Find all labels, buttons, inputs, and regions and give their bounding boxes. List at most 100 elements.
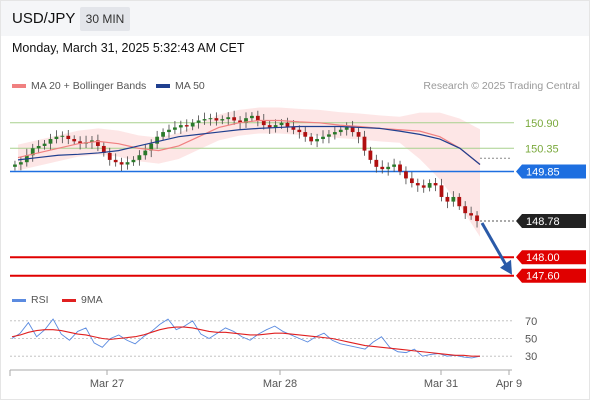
- candle-body: [327, 134, 331, 137]
- ma50-line: [17, 125, 481, 165]
- legend-9ma: 9MA: [62, 294, 103, 306]
- symbol-title: USD/JPY: [12, 10, 76, 27]
- candle-body: [214, 118, 219, 121]
- candle-body: [48, 139, 53, 144]
- candle-body: [475, 215, 479, 222]
- candle-body: [208, 118, 213, 120]
- candle-body: [18, 162, 23, 165]
- candle-body: [137, 155, 142, 160]
- candle-body: [291, 126, 296, 130]
- candle-body: [143, 150, 148, 156]
- candle-body: [362, 136, 367, 151]
- legend-ma20: MA 20 + Bollinger Bands: [12, 80, 146, 92]
- x-tick-label: Mar 28: [263, 378, 297, 390]
- candle-body: [368, 150, 373, 160]
- candle-body: [309, 136, 314, 142]
- candle-body: [433, 183, 438, 186]
- level-tag-148.00: [516, 250, 586, 265]
- candle-body: [350, 127, 355, 133]
- candle-body: [107, 152, 112, 160]
- candle-body: [404, 171, 408, 179]
- ma9-swatch-icon: [62, 298, 76, 302]
- candle-body: [261, 120, 266, 126]
- candle-body: [303, 132, 308, 137]
- chart-datetime: Monday, March 31, 2025 5:32:43 AM CET: [12, 41, 245, 55]
- candle-body: [232, 117, 237, 121]
- timeframe-button[interactable]: 30 MIN: [80, 7, 130, 31]
- candle-body: [451, 196, 456, 202]
- candle-body: [60, 135, 65, 137]
- candle-body: [427, 183, 432, 188]
- candle-body: [374, 159, 379, 167]
- candle-body: [119, 162, 124, 165]
- rsi-swatch-icon: [12, 298, 26, 302]
- candle-body: [279, 122, 284, 126]
- candle-body: [273, 125, 278, 128]
- candle-body: [338, 129, 343, 133]
- ma50-swatch-icon: [156, 84, 170, 89]
- candle-body: [439, 185, 444, 197]
- candle-body: [392, 164, 396, 167]
- candle-body: [173, 127, 177, 130]
- level-label-148.78: 148.78: [526, 216, 560, 228]
- candle-body: [161, 132, 165, 137]
- candle-body: [155, 136, 160, 144]
- candle-body: [250, 115, 254, 119]
- candle-body: [113, 159, 118, 163]
- level-label-147.60: 147.60: [526, 271, 560, 283]
- candle-body: [30, 148, 35, 156]
- candle-body: [54, 136, 59, 140]
- level-tag-147.60: [516, 268, 586, 283]
- candle-body: [386, 166, 391, 170]
- candle-body: [196, 120, 201, 123]
- candle-body: [398, 164, 402, 172]
- candle-body: [457, 196, 462, 207]
- candle-body: [167, 129, 171, 133]
- level-label-150.90: 150.90: [525, 118, 559, 130]
- candle-body: [90, 140, 94, 143]
- candle-body: [184, 125, 189, 127]
- candle-body: [149, 143, 154, 151]
- candle-body: [101, 145, 106, 153]
- candle-body: [463, 206, 468, 214]
- candle-body: [445, 196, 450, 202]
- rsi-legend-label: RSI: [31, 294, 49, 306]
- candle-body: [125, 162, 130, 165]
- ma20-line: [17, 119, 481, 165]
- forecast-arrow-line: [480, 222, 509, 268]
- candle-body: [72, 139, 77, 142]
- candle-body: [415, 183, 420, 186]
- candle-body: [190, 122, 195, 127]
- candle-body: [421, 185, 426, 188]
- rsi-tick-label: 70: [525, 316, 537, 328]
- x-tick-label: Apr 9: [496, 378, 522, 390]
- ma20-swatch-icon: [12, 84, 26, 89]
- rsi-9ma-line: [11, 326, 480, 357]
- chart-header: USD/JPY 30 MIN: [0, 0, 590, 36]
- candle-body: [131, 159, 136, 163]
- candle-body: [13, 164, 17, 167]
- candle-body: [78, 141, 83, 144]
- candle-body: [356, 132, 361, 137]
- level-label-148.00: 148.00: [526, 252, 560, 264]
- candle-body: [315, 139, 319, 142]
- candle-body: [321, 136, 325, 140]
- candle-body: [344, 127, 349, 130]
- candle-body: [255, 115, 260, 121]
- x-tick-label: Mar 31: [424, 378, 458, 390]
- rsi-tick-label: 50: [525, 334, 537, 346]
- legend-ma50: MA 50: [156, 80, 205, 92]
- candle-body: [332, 132, 337, 135]
- level-tag-148.78: [516, 214, 586, 229]
- rsi-tick-label: 30: [525, 351, 537, 363]
- legend-rsi: RSI: [12, 294, 49, 306]
- candle-body: [297, 129, 302, 133]
- ma9-legend-label: 9MA: [81, 294, 103, 306]
- candle-body: [96, 140, 100, 146]
- level-label-149.85: 149.85: [526, 166, 560, 178]
- candle-body: [220, 119, 225, 121]
- candle-body: [178, 125, 183, 128]
- candle-body: [66, 135, 71, 140]
- candle-body: [380, 166, 385, 170]
